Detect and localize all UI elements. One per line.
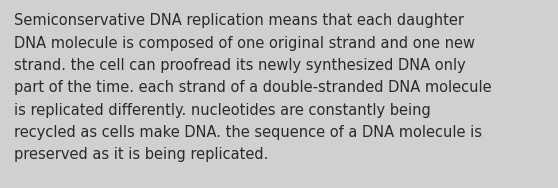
Text: strand. the cell can proofread its newly synthesized DNA only: strand. the cell can proofread its newly… [14,58,466,73]
Text: DNA molecule is composed of one original strand and one new: DNA molecule is composed of one original… [14,36,475,51]
Text: is replicated differently. nucleotides are constantly being: is replicated differently. nucleotides a… [14,103,431,118]
Text: part of the time. each strand of a double-stranded DNA molecule: part of the time. each strand of a doubl… [14,80,492,95]
Text: preserved as it is being replicated.: preserved as it is being replicated. [14,147,268,162]
Text: recycled as cells make DNA. the sequence of a DNA molecule is: recycled as cells make DNA. the sequence… [14,125,482,140]
Text: Semiconservative DNA replication means that each daughter: Semiconservative DNA replication means t… [14,13,464,28]
